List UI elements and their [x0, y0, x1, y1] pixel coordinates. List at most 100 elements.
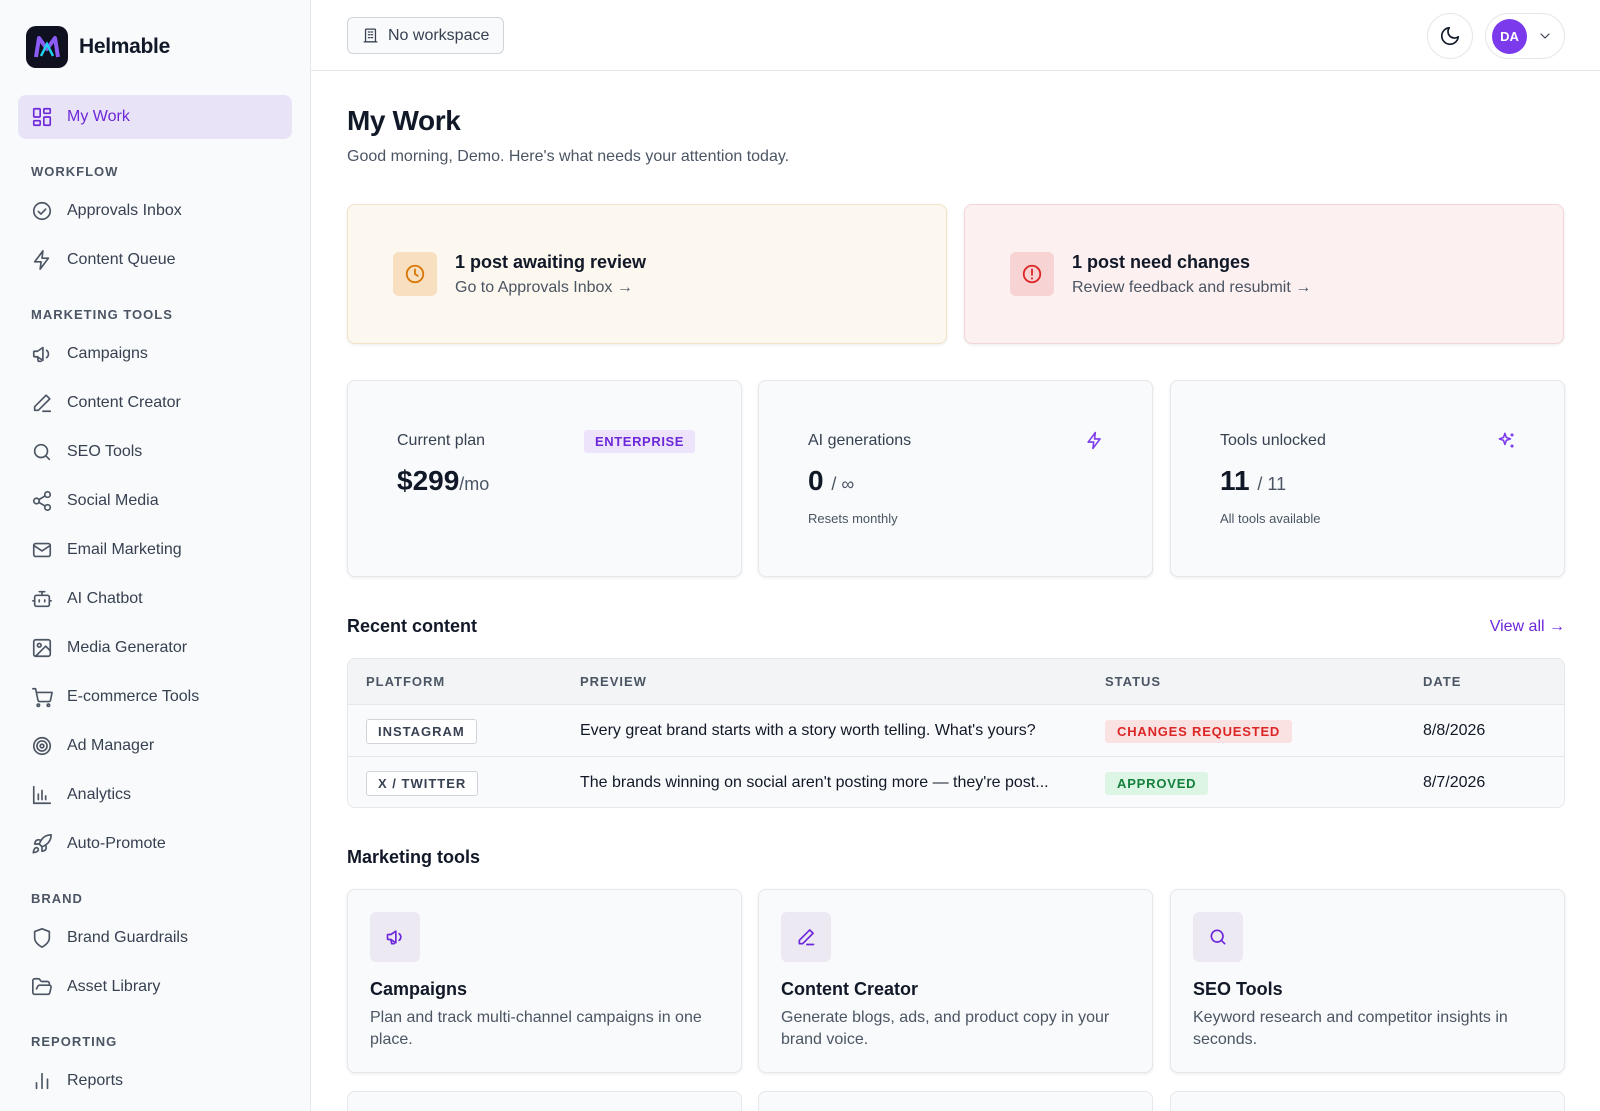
sidebar-item-ecommerce-tools[interactable]: E-commerce Tools: [18, 675, 292, 719]
user-menu-button[interactable]: DA: [1485, 13, 1565, 59]
rocket-icon: [31, 833, 53, 855]
sidebar-item-label: Approvals Inbox: [67, 202, 182, 219]
sidebar-item-media-generator[interactable]: Media Generator: [18, 626, 292, 670]
reports-chart-icon: [31, 1070, 53, 1092]
sidebar-item-label: Content Queue: [67, 251, 176, 268]
tool-card-partial[interactable]: [347, 1091, 742, 1111]
section-label-workflow: WORKFLOW: [31, 164, 119, 179]
platform-tag: INSTAGRAM: [366, 718, 477, 744]
sidebar-item-approvals-inbox[interactable]: Approvals Inbox: [18, 189, 292, 233]
preview-text: Every great brand starts with a story wo…: [580, 722, 1036, 739]
sidebar-item-analytics[interactable]: Analytics: [18, 773, 292, 817]
app-name: Helmable: [79, 35, 170, 58]
column-header-date[interactable]: DATE: [1423, 674, 1462, 689]
building-icon: [362, 27, 379, 44]
workspace-label: No workspace: [388, 26, 490, 44]
tool-description: Plan and track multi-channel campaigns i…: [370, 1009, 702, 1048]
stat-value: 11 / 11: [1220, 465, 1286, 497]
tool-title: SEO Tools: [1193, 979, 1283, 999]
sidebar-item-content-creator[interactable]: Content Creator: [18, 381, 292, 425]
cart-icon: [31, 686, 53, 708]
platform-tag: X / TWITTER: [366, 770, 479, 796]
theme-toggle-button[interactable]: [1427, 13, 1473, 59]
workspace-selector[interactable]: No workspace: [347, 17, 505, 54]
sidebar-item-my-work[interactable]: My Work: [18, 95, 292, 139]
ai-count: 0: [808, 465, 824, 496]
sidebar: Helmable My Work WORKFLOW Approvals Inbo…: [0, 0, 311, 1111]
table-header: PLATFORM PREVIEW STATUS DATE: [348, 659, 1564, 705]
recent-content-table: PLATFORM PREVIEW STATUS DATE INSTAGRAM E…: [347, 658, 1565, 808]
alert-title: 1 post need changes: [1072, 251, 1251, 272]
sidebar-item-label: Social Media: [67, 492, 159, 509]
tool-card-partial[interactable]: [1170, 1091, 1565, 1111]
bolt-icon: [31, 249, 53, 271]
megaphone-icon: [31, 343, 53, 365]
column-header-preview[interactable]: PREVIEW: [580, 674, 647, 689]
table-row[interactable]: INSTAGRAM Every great brand starts with …: [348, 705, 1564, 757]
section-label-reporting: REPORTING: [31, 1034, 118, 1049]
date-text: 8/8/2026: [1423, 722, 1486, 739]
tool-card-campaigns[interactable]: Campaigns Plan and track multi-channel c…: [347, 889, 742, 1073]
tool-card-content-creator[interactable]: Content Creator Generate blogs, ads, and…: [758, 889, 1153, 1073]
stat-label: AI generations: [808, 432, 912, 449]
tool-description: Keyword research and competitor insights…: [1193, 1009, 1508, 1048]
sidebar-item-label: Media Generator: [67, 639, 188, 656]
sidebar-item-brand-guardrails[interactable]: Brand Guardrails: [18, 916, 292, 960]
stat-value: $299/mo: [397, 465, 489, 497]
tool-title: Campaigns: [370, 979, 468, 999]
chevron-down-icon: [1537, 28, 1553, 44]
section-label-brand: BRAND: [31, 891, 83, 906]
sidebar-item-reports[interactable]: Reports: [18, 1059, 292, 1103]
alert-title: 1 post awaiting review: [455, 251, 647, 272]
helmable-logo-icon: [26, 26, 68, 68]
ai-limit: / ∞: [831, 474, 855, 494]
tool-description: Generate blogs, ads, and product copy in…: [781, 1009, 1110, 1048]
sidebar-item-label: Auto-Promote: [67, 835, 166, 852]
column-header-platform[interactable]: PLATFORM: [366, 674, 446, 689]
table-row[interactable]: X / TWITTER The brands winning on social…: [348, 757, 1564, 807]
pen-icon: [31, 392, 53, 414]
sidebar-item-label: Reports: [67, 1072, 124, 1089]
tool-title: Content Creator: [781, 979, 919, 999]
sidebar-item-auto-promote[interactable]: Auto-Promote: [18, 822, 292, 866]
sidebar-item-ad-manager[interactable]: Ad Manager: [18, 724, 292, 768]
folder-open-icon: [31, 976, 53, 998]
tools-count: 11: [1220, 465, 1250, 496]
alert-link[interactable]: Go to Approvals Inbox →: [455, 278, 633, 296]
brand[interactable]: Helmable: [26, 26, 170, 68]
stat-label: Current plan: [397, 432, 486, 449]
sidebar-item-label: Ad Manager: [67, 737, 155, 754]
bot-icon: [31, 588, 53, 610]
date-text: 8/7/2026: [1423, 774, 1486, 791]
section-label-marketing-tools: MARKETING TOOLS: [31, 307, 173, 322]
view-all-link[interactable]: View all →: [1489, 618, 1565, 635]
sidebar-item-content-queue[interactable]: Content Queue: [18, 238, 292, 282]
sidebar-item-ai-chatbot[interactable]: AI Chatbot: [18, 577, 292, 621]
tool-card-seo-tools[interactable]: SEO Tools Keyword research and competito…: [1170, 889, 1565, 1073]
target-icon: [31, 735, 53, 757]
mail-icon: [31, 539, 53, 561]
preview-text: The brands winning on social aren't post…: [580, 774, 1049, 791]
alert-link[interactable]: Review feedback and resubmit →: [1072, 278, 1312, 296]
sidebar-item-label: AI Chatbot: [67, 590, 143, 607]
sidebar-item-seo-tools[interactable]: SEO Tools: [18, 430, 292, 474]
column-header-status[interactable]: STATUS: [1105, 674, 1162, 689]
tool-card-partial[interactable]: [758, 1091, 1153, 1111]
image-icon: [31, 637, 53, 659]
sidebar-item-email-marketing[interactable]: Email Marketing: [18, 528, 292, 572]
sidebar-item-asset-library[interactable]: Asset Library: [18, 965, 292, 1009]
sidebar-item-social-media[interactable]: Social Media: [18, 479, 292, 523]
sidebar-item-label: Campaigns: [67, 345, 148, 362]
pen-icon: [781, 912, 831, 962]
sidebar-item-label: My Work: [67, 108, 130, 125]
section-title-marketing-tools: Marketing tools: [347, 847, 481, 867]
clock-icon: [393, 252, 437, 296]
stat-card-current-plan: Current plan ENTERPRISE $299/mo: [347, 380, 742, 577]
page-title: My Work: [347, 105, 461, 136]
sidebar-item-campaigns[interactable]: Campaigns: [18, 332, 292, 376]
alert-need-changes[interactable]: 1 post need changes Review feedback and …: [964, 204, 1564, 344]
stat-note: Resets monthly: [808, 511, 898, 526]
share-icon: [31, 490, 53, 512]
sidebar-item-label: Email Marketing: [67, 541, 182, 558]
alert-awaiting-review[interactable]: 1 post awaiting review Go to Approvals I…: [347, 204, 947, 344]
